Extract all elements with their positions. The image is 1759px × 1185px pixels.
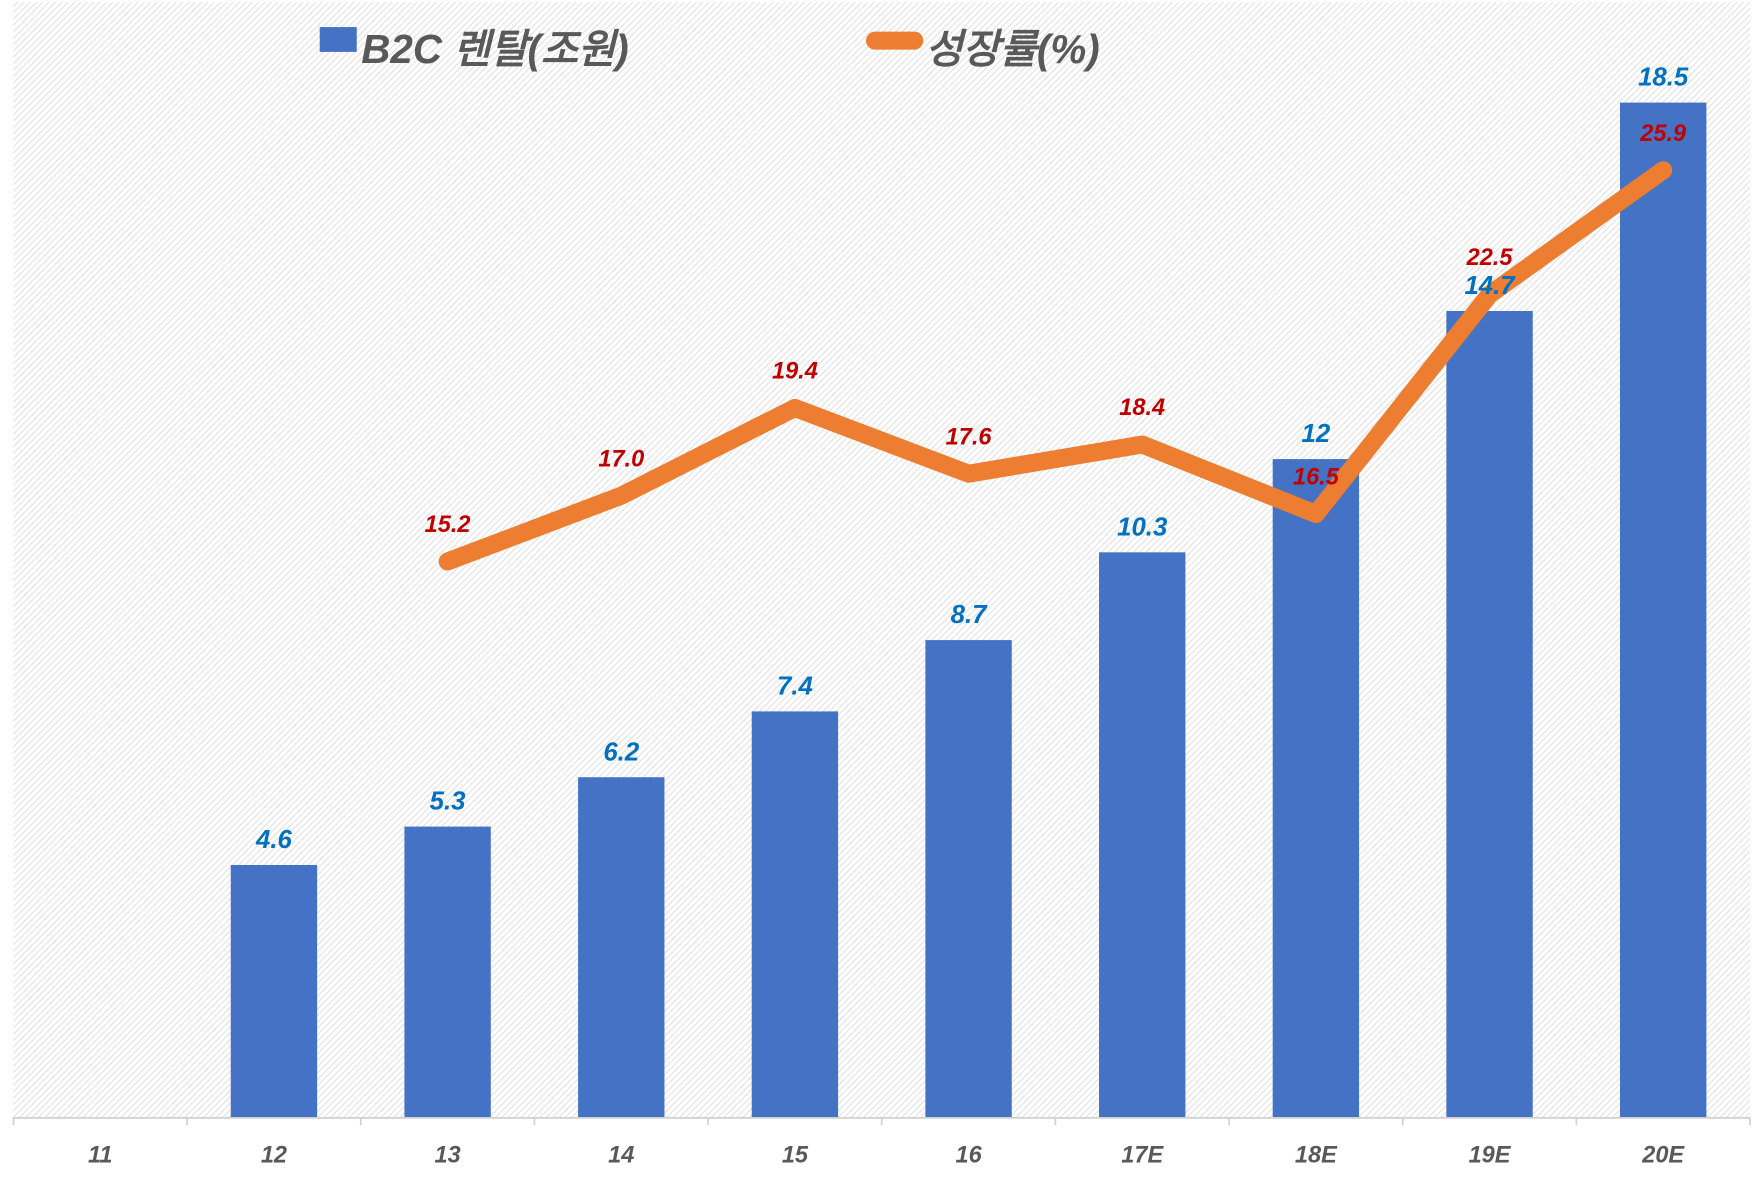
- bar-15: [751, 711, 839, 1118]
- x-tick-label: 13: [435, 1142, 461, 1168]
- bar-17E: [1099, 552, 1186, 1118]
- bar-13: [404, 826, 491, 1118]
- bar-14: [578, 777, 665, 1118]
- legend-line-label: 성장률(%): [925, 26, 1099, 72]
- line-data-label: 15.2: [425, 512, 471, 538]
- legend: B2C 렌탈(조원) 성장률(%): [319, 26, 1100, 72]
- bar-data-label: 7.4: [777, 672, 813, 700]
- line-data-label: 22.5: [1466, 245, 1514, 271]
- bar-18E: [1272, 459, 1360, 1118]
- x-tick-label: 16: [955, 1142, 982, 1168]
- x-tick-label: 14: [608, 1142, 634, 1168]
- bar-data-label: 14.7: [1464, 272, 1516, 300]
- bar-16: [925, 640, 1012, 1118]
- x-tick-label: 17E: [1121, 1142, 1164, 1168]
- line-data-label: 19.4: [772, 359, 818, 385]
- line-data-label: 25.9: [1639, 121, 1687, 147]
- x-tick-label: 18E: [1295, 1142, 1338, 1168]
- x-tick-label: 15: [782, 1142, 809, 1168]
- growth-rate-line: [438, 161, 1673, 571]
- bar-data-label: 12: [1302, 420, 1331, 448]
- bar-data-label: 18.5: [1638, 64, 1689, 92]
- bar-12: [230, 864, 318, 1118]
- x-tick-label: 11: [88, 1142, 112, 1168]
- line-data-label: 17.6: [946, 424, 993, 450]
- line-data-label: 17.0: [598, 446, 644, 472]
- x-tick-label: 12: [261, 1142, 287, 1168]
- bar-data-label: 6.2: [603, 738, 639, 766]
- bar-data-label: 5.3: [430, 788, 466, 816]
- x-tick-label: 19E: [1469, 1142, 1512, 1168]
- legend-bar-swatch: [319, 27, 357, 52]
- bar-19E: [1446, 311, 1533, 1118]
- bar-data-label: 10.3: [1117, 513, 1168, 541]
- line-data-label: 16.5: [1293, 465, 1340, 491]
- x-tick-label: 20E: [1641, 1142, 1685, 1168]
- bar-data-label: 8.7: [951, 601, 988, 629]
- bar-data-label: 4.6: [255, 826, 292, 854]
- legend-bar-label: B2C 렌탈(조원): [361, 26, 628, 72]
- bar-20E: [1620, 102, 1707, 1118]
- line-data-label: 18.4: [1119, 395, 1165, 421]
- x-axis: 11 12 13 14 15 16 17E 18E 19E 20E: [12, 1117, 1751, 1168]
